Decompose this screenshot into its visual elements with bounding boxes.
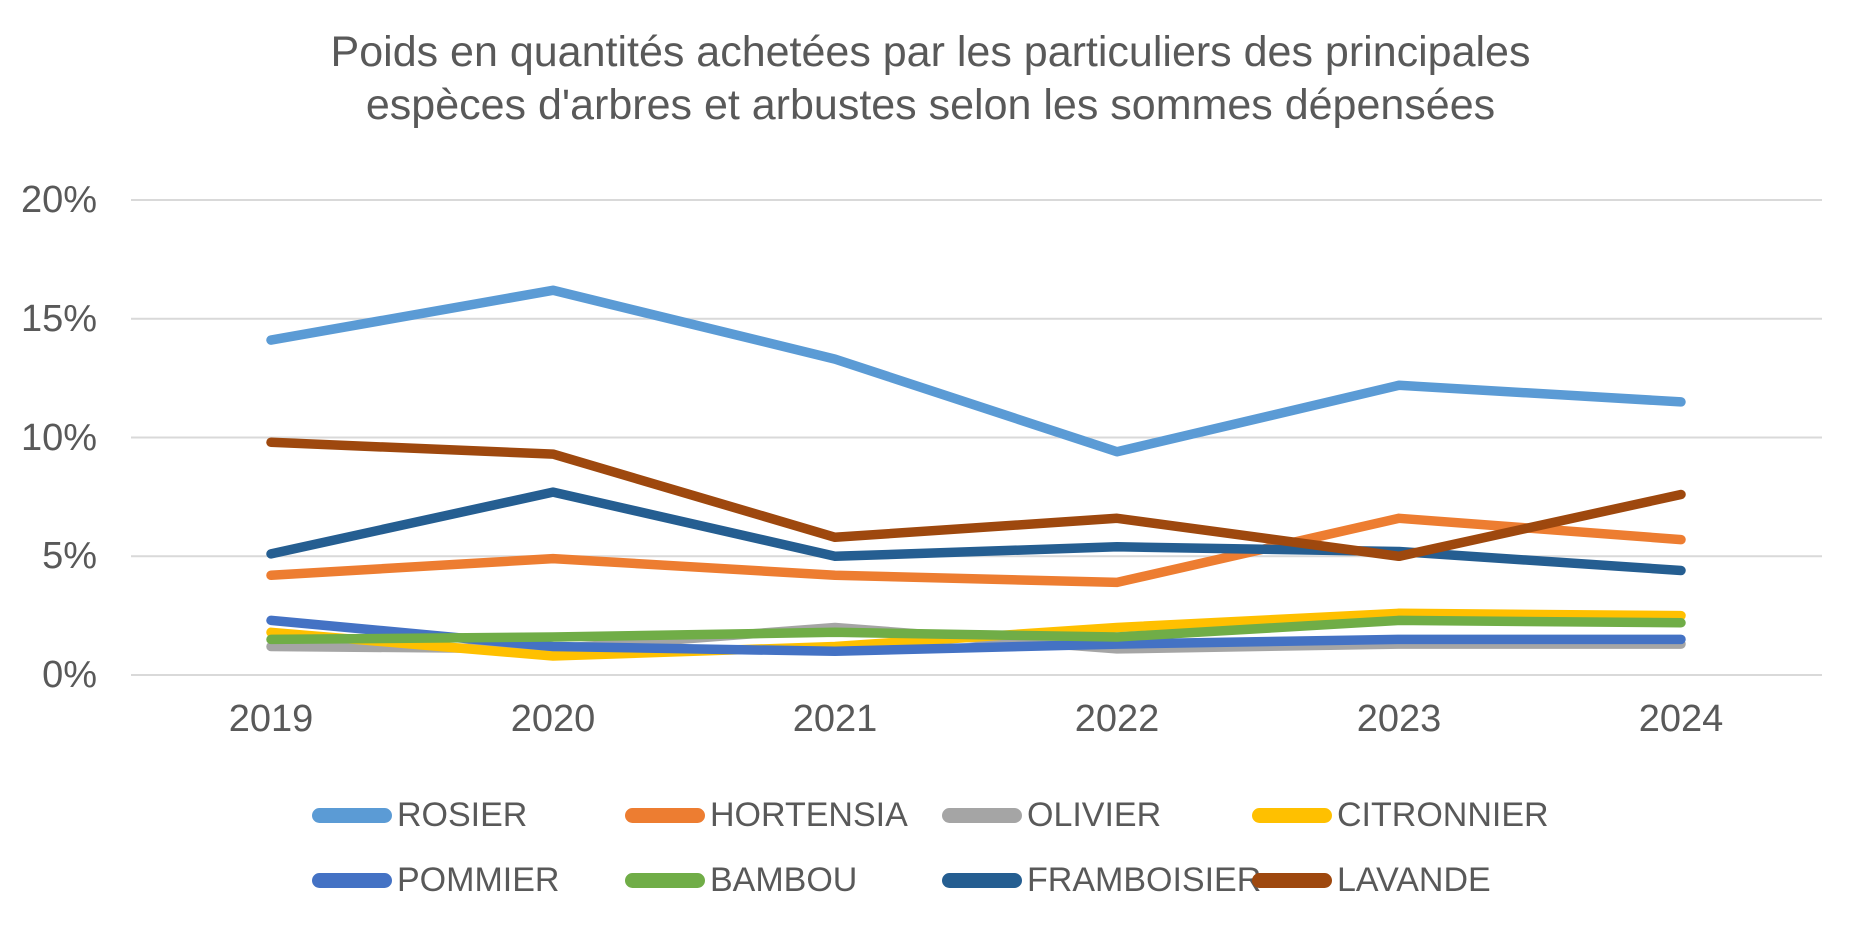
legend-label: HORTENSIA xyxy=(710,796,908,834)
legend-item-pommier: POMMIER xyxy=(312,861,559,899)
legend-label: CITRONNIER xyxy=(1337,796,1549,834)
x-tick-label: 2023 xyxy=(1356,698,1442,740)
legend-marker-icon xyxy=(312,807,392,823)
legend-label: LAVANDE xyxy=(1337,861,1491,899)
series-line-lavande xyxy=(266,437,1686,562)
series-line-bambou xyxy=(266,615,1686,645)
legend-marker-icon xyxy=(942,872,1022,888)
legend-marker-icon xyxy=(1252,872,1332,888)
chart-title-line-1: Poids en quantités achetées par les part… xyxy=(330,28,1531,76)
series-line-hortensia xyxy=(266,513,1686,588)
legend-item-lavande: LAVANDE xyxy=(1252,861,1491,899)
y-tick-label: 20% xyxy=(20,179,97,221)
series-line-rosier xyxy=(266,285,1686,457)
legend-marker-icon xyxy=(625,872,705,888)
x-tick-label: 2021 xyxy=(792,698,878,740)
y-tick-label: 10% xyxy=(20,416,97,459)
x-tick-label: 2024 xyxy=(1638,698,1724,740)
legend-label: BAMBOU xyxy=(710,861,858,899)
series-line-framboisier xyxy=(266,487,1686,576)
legend-marker-icon xyxy=(312,872,392,888)
x-tick-label: 2022 xyxy=(1074,698,1160,740)
y-tick-label: 0% xyxy=(42,654,97,696)
x-tick-label: 2019 xyxy=(228,698,314,740)
legend-item-bambou: BAMBOU xyxy=(625,861,857,899)
legend-item-hortensia: HORTENSIA xyxy=(625,796,908,834)
legend-item-olivier: OLIVIER xyxy=(942,796,1161,834)
legend-label: ROSIER xyxy=(397,796,528,834)
legend-marker-icon xyxy=(942,807,1022,823)
y-tick-label: 5% xyxy=(42,535,97,578)
legend-marker-icon xyxy=(1252,807,1332,823)
legend-item-rosier: ROSIER xyxy=(312,796,527,834)
chart-title: Poids en quantités achetées par les part… xyxy=(0,26,1861,132)
y-tick-label: 15% xyxy=(20,297,97,340)
legend-marker-icon xyxy=(625,807,705,823)
legend-item-citronnier: CITRONNIER xyxy=(1252,796,1549,834)
chart-title-line-2: espèces d'arbres et arbustes selon les s… xyxy=(365,81,1496,129)
legend-label: OLIVIER xyxy=(1027,796,1162,834)
legend-label: POMMIER xyxy=(397,861,560,899)
legend-label: FRAMBOISIER xyxy=(1027,861,1262,899)
x-tick-label: 2020 xyxy=(510,698,596,740)
legend-item-framboisier: FRAMBOISIER xyxy=(942,861,1261,899)
